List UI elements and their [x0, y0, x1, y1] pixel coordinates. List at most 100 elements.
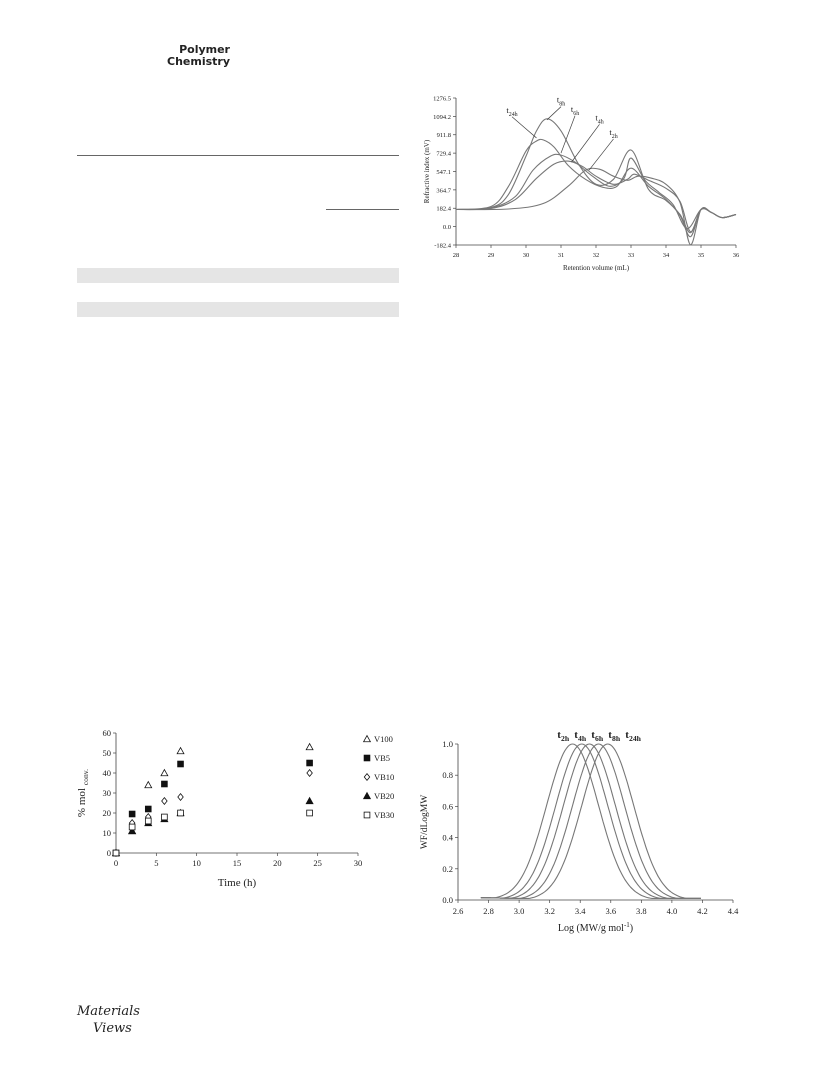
y-tick-label: 1.0: [442, 739, 453, 749]
journal-name: Polymer Chemistry: [150, 44, 230, 68]
x-tick-label: 3.4: [575, 906, 586, 916]
x-tick-label: 32: [593, 252, 600, 259]
y-tick-label: -182.4: [434, 243, 452, 250]
legend-marker-V100: [362, 734, 372, 743]
legend-label-VB5: VB5: [374, 753, 390, 763]
x-tick-label: 4.2: [697, 906, 708, 916]
annotation-t4h: t4h: [595, 112, 603, 125]
data-point-VB30: [161, 813, 168, 821]
peak-label-t4h: t4h: [574, 729, 587, 743]
y-tick-label: 182.4: [436, 206, 451, 213]
data-point-VB30: [144, 817, 152, 825]
y-tick-label: 60: [103, 728, 112, 738]
legend-marker-VB5: [363, 754, 371, 762]
annotation-t24h: t24h: [506, 105, 517, 118]
y-tick-label: 364.7: [436, 187, 451, 194]
x-tick-label: 3.2: [544, 906, 555, 916]
y-tick-label: 0.0: [442, 895, 453, 905]
data-point-VB5: [177, 760, 184, 768]
y-tick-label: 729.4: [436, 151, 451, 158]
x-tick-label: 34: [663, 252, 670, 259]
annotation-arrow-t8h: [546, 106, 562, 121]
y-tick-label: 20: [103, 808, 112, 818]
peak-label-t8h: t8h: [608, 729, 621, 743]
annotation-t6h: t6h: [571, 104, 579, 117]
x-tick-label: 30: [523, 252, 530, 259]
annotation-arrow-t2h: [588, 138, 614, 171]
data-point-VB20: [305, 796, 314, 805]
y-tick-label: 547.1: [436, 169, 451, 176]
distribution-curve-t4h: [480, 743, 701, 899]
data-point-VB30: [306, 809, 313, 817]
x-tick-label: 3.0: [514, 906, 525, 916]
x-tick-label: 0: [114, 858, 118, 868]
y-tick-label: 1276.5: [433, 96, 451, 103]
y-tick-label: 40: [103, 768, 112, 778]
x-axis-label: Log (MW/g mol-1): [558, 921, 633, 934]
x-tick-label: 3.6: [605, 906, 616, 916]
series-line-t2h: [455, 167, 737, 246]
x-axis-label: Time (h): [218, 877, 257, 889]
table-sub-rule: [326, 209, 399, 210]
x-tick-label: 5: [154, 858, 158, 868]
legend-marker-VB20: [362, 791, 372, 800]
y-axis-label: Refractive index (mV): [423, 139, 431, 203]
x-tick-label: 36: [733, 252, 740, 259]
legend-marker-VB10: [363, 772, 371, 782]
x-tick-label: 29: [488, 252, 495, 259]
data-point-V100: [305, 742, 314, 751]
table-top-rule: [77, 155, 399, 156]
y-tick-label: 0.4: [442, 833, 453, 843]
distribution-curve-t2h: [480, 743, 701, 899]
data-point-VB5: [161, 780, 168, 788]
legend-label-VB20: VB20: [374, 791, 394, 801]
x-tick-label: 4.0: [667, 906, 678, 916]
x-tick-label: 10: [192, 858, 201, 868]
x-axis-label: Retention volume (mL): [563, 264, 630, 272]
series-line-t24h: [455, 138, 737, 238]
table-shaded-row: [77, 268, 399, 283]
y-tick-label: 0.6: [442, 801, 453, 811]
data-point-V100: [144, 780, 153, 789]
table-shaded-row: [77, 302, 399, 317]
y-tick-label: 0: [107, 848, 111, 858]
y-axis-label: WF/dLogMW: [420, 795, 430, 849]
legend-label-VB10: VB10: [374, 772, 394, 782]
y-axis-label: % mol conv.: [76, 769, 90, 817]
x-tick-label: 4.4: [728, 906, 739, 916]
x-tick-label: 2.8: [483, 906, 494, 916]
y-tick-label: 0.0: [443, 224, 451, 231]
conversion-scatter-chart: 0 10 20 30 40 50 60 0 5 10 15 20 25 30 Time (h) % mol c…: [76, 728, 394, 889]
data-point-VB30: [177, 809, 184, 817]
distribution-curve-t8h: [480, 743, 701, 899]
y-tick-label: 0.8: [442, 770, 453, 780]
peak-label-t6h: t6h: [591, 729, 604, 743]
data-point-VB20: [128, 826, 137, 835]
series-line-t6h: [455, 153, 737, 230]
sec-chromatogram-chart: -182.4 0.0 182.4 364.7 547.1 729.4 911.8 1094.2…: [423, 95, 740, 272]
x-tick-label: 33: [628, 252, 635, 259]
x-tick-label: 25: [313, 858, 322, 868]
x-tick-label: 20: [273, 858, 282, 868]
data-point-VB5: [128, 810, 136, 818]
x-tick-label: 3.8: [636, 906, 647, 916]
distribution-curve-t24h: [480, 743, 701, 899]
y-tick-label: 1094.2: [433, 114, 451, 121]
logo-line1: Materials: [76, 1004, 140, 1019]
data-point-V100: [176, 746, 185, 755]
x-tick-label: 2.6: [453, 906, 464, 916]
y-tick-label: 10: [103, 828, 112, 838]
annotation-arrow-t6h: [560, 115, 576, 154]
x-tick-label: 28: [453, 252, 460, 259]
data-point-VB30: [112, 849, 120, 857]
x-tick-label: 35: [698, 252, 705, 259]
data-point-VB5: [306, 759, 313, 767]
distribution-curve-t6h: [480, 743, 701, 899]
molecular-weight-distribution-chart: 0.0 0.2 0.4 0.6 0.8 1.0 2.6 2.8 3.0 3.2 3.4 3.6 3.8 4…: [420, 729, 739, 934]
y-tick-label: 30: [103, 788, 112, 798]
journal-name-line1: Polymer: [179, 43, 230, 56]
journal-name-line2: Chemistry: [167, 55, 230, 68]
data-point-VB30: [128, 823, 136, 831]
peak-label-t2h: t2h: [557, 729, 570, 743]
logo-line2: Views: [93, 1021, 132, 1036]
